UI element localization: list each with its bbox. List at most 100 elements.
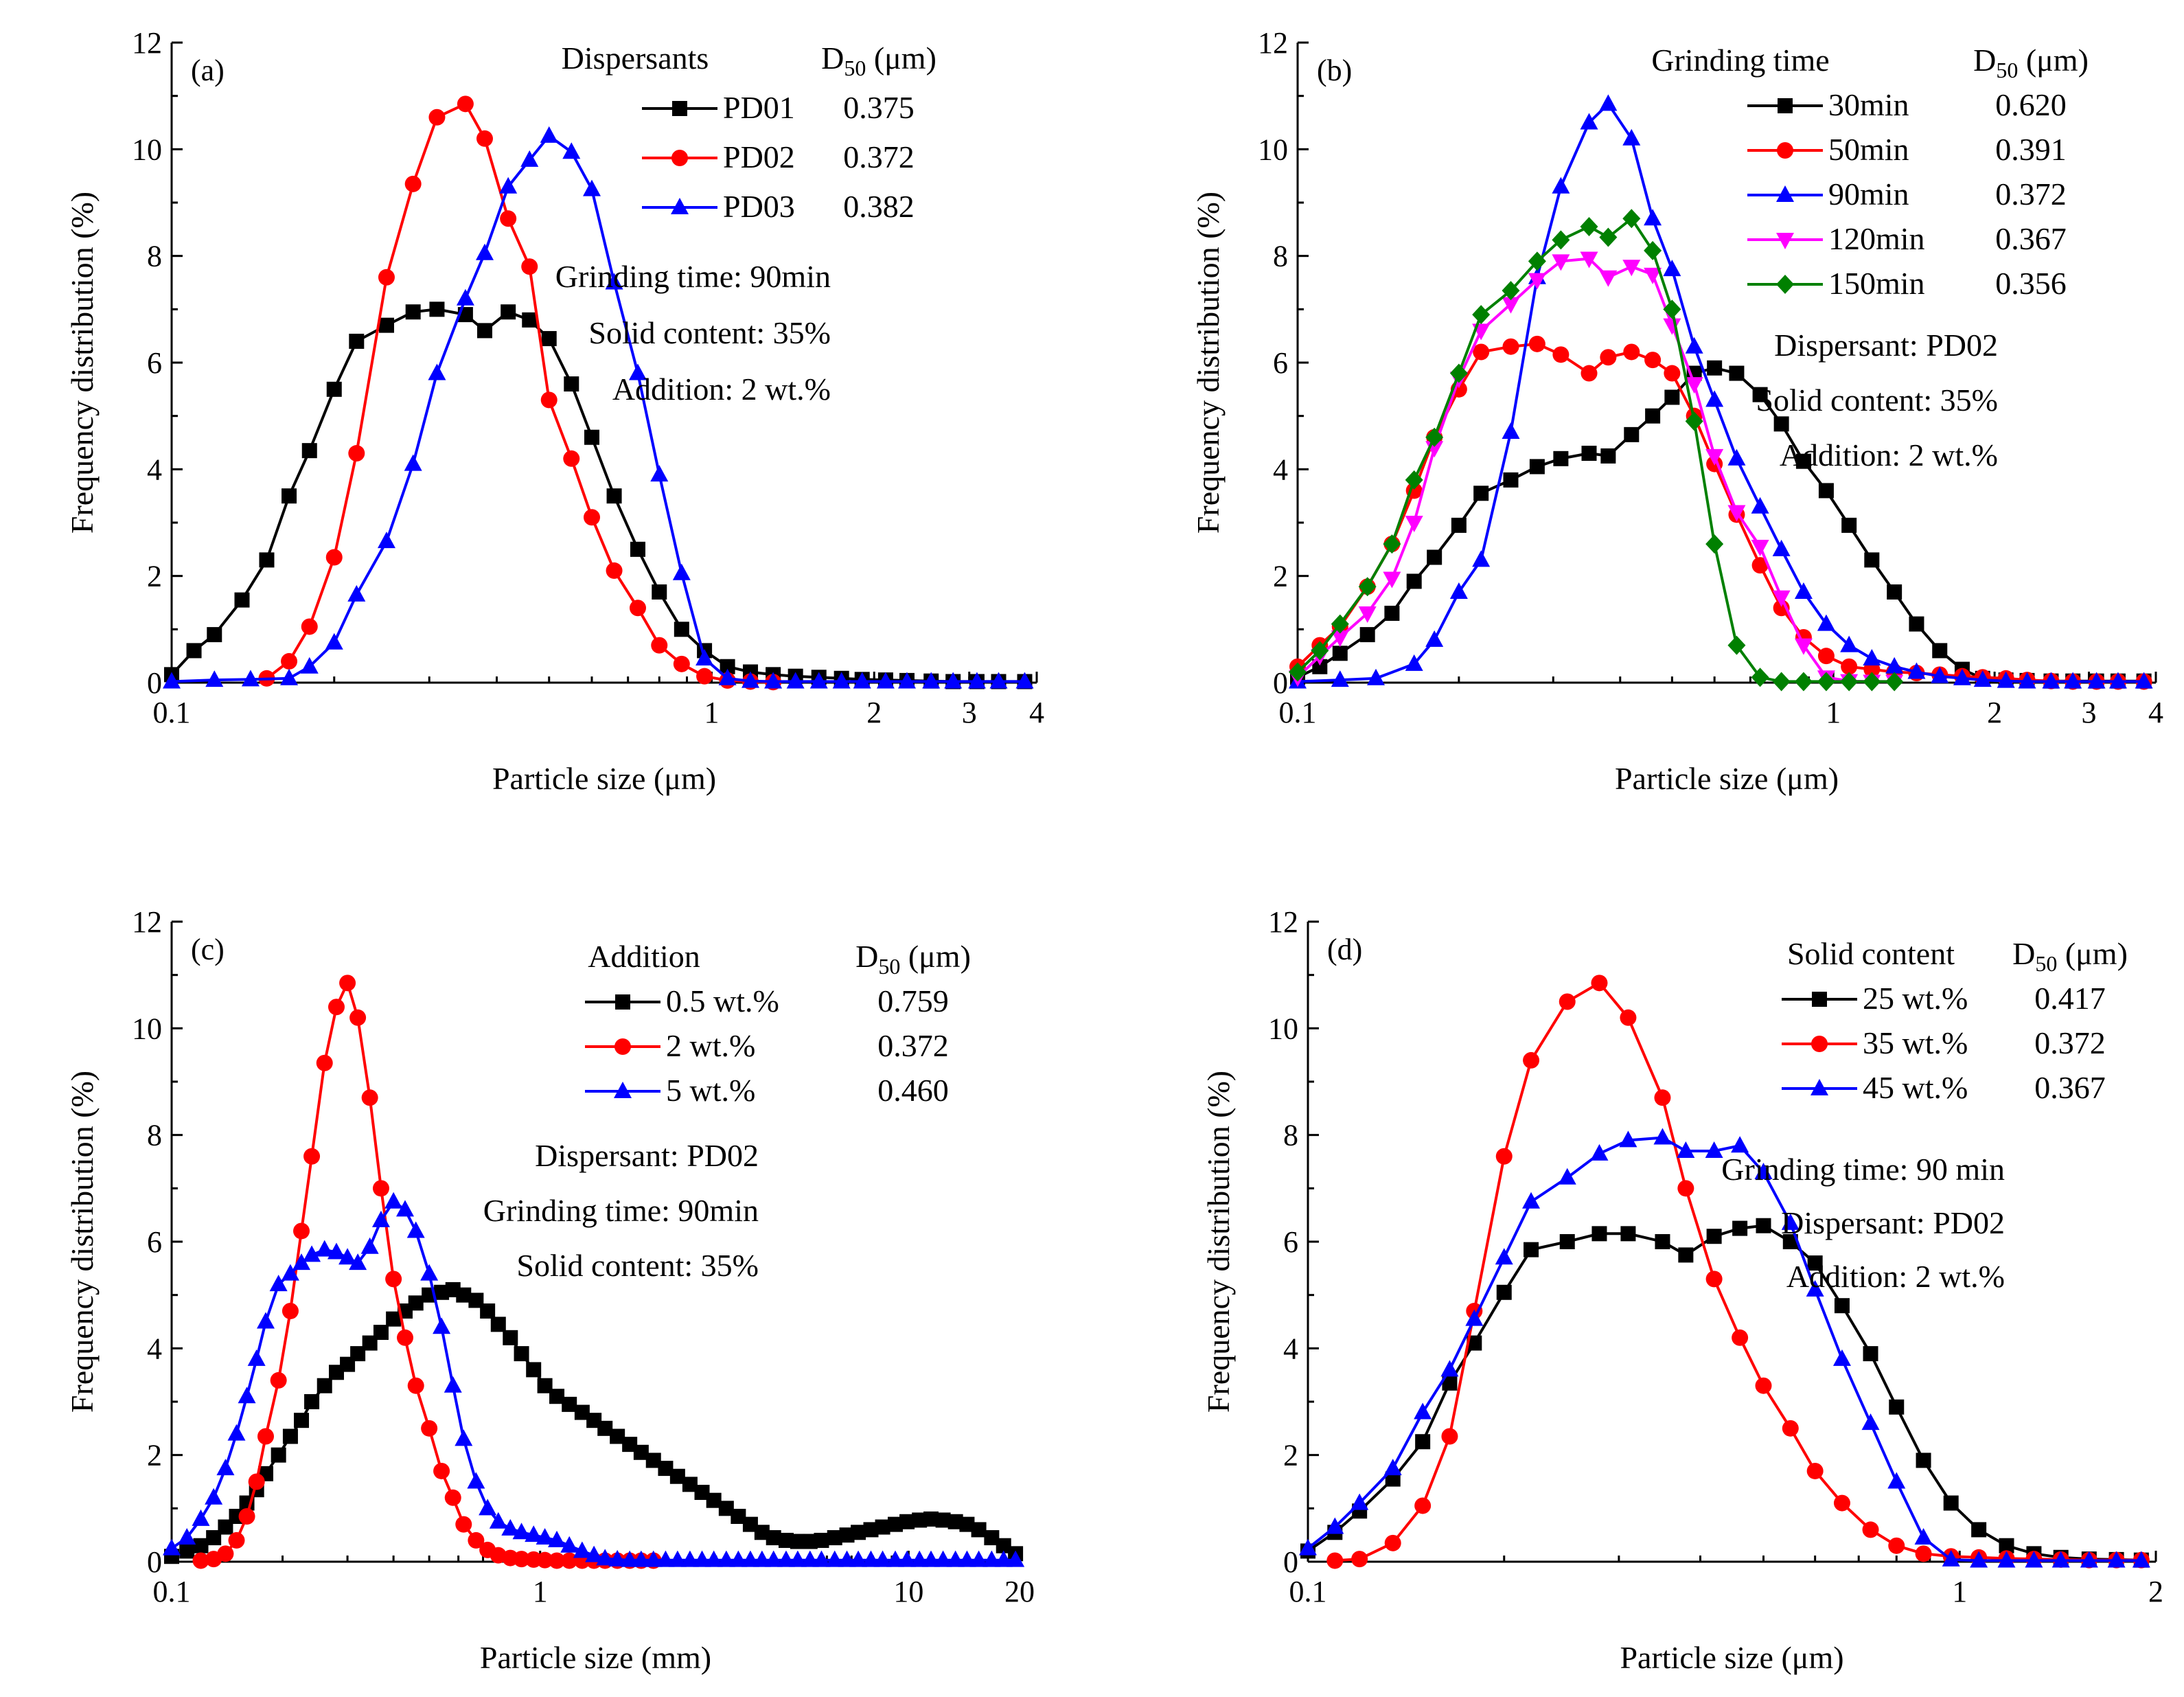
data-point [1663, 299, 1681, 319]
data-point [809, 672, 828, 689]
data-point [361, 1089, 378, 1106]
data-point [1914, 1528, 1933, 1545]
data-point [536, 1528, 554, 1545]
data-point [227, 1424, 246, 1441]
data-point [731, 1508, 746, 1524]
data-point [694, 1485, 710, 1501]
data-point [696, 649, 714, 666]
annotation-note: Grinding time: 90min [483, 1193, 759, 1228]
data-point [561, 1552, 578, 1569]
y-tick-label: 8 [147, 1119, 162, 1152]
legend-entry-label: 90min [1828, 176, 1909, 212]
legend-marker [1776, 275, 1794, 294]
data-point [839, 1527, 855, 1543]
legend-entry-label: 35 wt.% [1863, 1025, 1968, 1060]
data-point [1863, 1346, 1878, 1362]
data-point [317, 1378, 332, 1393]
data-point [1385, 1471, 1401, 1487]
y-tick-label: 6 [147, 346, 162, 380]
data-point [1806, 1462, 1824, 1479]
data-point [1795, 453, 1811, 469]
data-point [1441, 1428, 1458, 1445]
data-point [994, 1550, 1013, 1567]
data-point [1331, 614, 1349, 634]
data-point [1705, 1271, 1723, 1288]
x-tick-label: 10 [893, 1575, 923, 1608]
data-point [1887, 1472, 1906, 1489]
data-point [526, 1362, 542, 1378]
data-point [540, 391, 558, 409]
data-point [873, 1550, 892, 1567]
data-point [404, 454, 422, 471]
legend-value-header: D50 (μm) [2012, 936, 2128, 976]
data-point [270, 1371, 287, 1389]
legend-marker [1811, 1036, 1828, 1052]
data-point [1664, 365, 1681, 382]
data-point [1807, 1255, 1823, 1271]
data-point [1932, 643, 1948, 659]
y-tick-label: 4 [1273, 453, 1288, 486]
data-point [1685, 411, 1703, 431]
data-point [1644, 240, 1662, 260]
data-point [946, 1550, 965, 1567]
data-point [958, 1550, 976, 1567]
data-point [899, 1514, 915, 1529]
legend-entry-value: 0.759 [877, 983, 949, 1018]
y-axis-title: Frequency distribution (%) [65, 192, 100, 534]
data-point [982, 1550, 1001, 1567]
data-point [673, 655, 690, 672]
data-point [2080, 1551, 2098, 1568]
panel-label: (a) [191, 54, 225, 87]
data-point [1663, 318, 1681, 335]
data-point [521, 258, 538, 275]
data-point [766, 1530, 781, 1546]
data-point [338, 1248, 357, 1265]
data-point [304, 1394, 320, 1409]
data-point [1590, 1143, 1609, 1161]
y-tick-label: 10 [132, 133, 162, 166]
data-point [1644, 209, 1662, 226]
data-point [989, 672, 1008, 689]
data-point [656, 1550, 675, 1567]
y-tick-label: 10 [1268, 1012, 1298, 1045]
data-point [327, 1242, 345, 1260]
data-point [163, 672, 181, 689]
x-tick-label: 4 [1029, 696, 1044, 729]
x-tick-label: 0.1 [1289, 1575, 1327, 1608]
data-point [1664, 389, 1680, 405]
data-point [315, 1240, 334, 1257]
data-point [560, 1536, 579, 1553]
annotation-note: Solid content: 35% [588, 315, 831, 350]
y-tick-label: 8 [1283, 1119, 1298, 1152]
data-point [1528, 335, 1545, 352]
data-point [1451, 517, 1467, 533]
data-point [1406, 573, 1422, 589]
data-point [1677, 1180, 1694, 1197]
data-point [395, 1200, 414, 1217]
data-point [996, 1538, 1011, 1553]
data-point [1405, 516, 1423, 532]
panel-label: (d) [1327, 933, 1362, 966]
data-point [348, 445, 365, 462]
legend-value-header: D50 (μm) [821, 41, 936, 80]
data-point [525, 1525, 543, 1542]
data-point [1383, 534, 1401, 554]
data-point [1953, 668, 1971, 685]
data-point [206, 1530, 222, 1546]
data-point [192, 1552, 209, 1569]
data-point [384, 1192, 403, 1209]
data-point [281, 1302, 299, 1319]
data-point [1653, 1128, 1672, 1145]
data-point [408, 1295, 424, 1311]
data-point [790, 1534, 805, 1549]
x-tick-label: 0.1 [153, 696, 191, 729]
data-point [610, 1428, 625, 1444]
data-point [1559, 1234, 1575, 1249]
data-point [853, 672, 871, 689]
data-point [1007, 1550, 1025, 1567]
data-point [455, 1516, 472, 1533]
data-point [2087, 672, 2106, 689]
data-point [1591, 1226, 1607, 1242]
data-point [301, 618, 318, 635]
